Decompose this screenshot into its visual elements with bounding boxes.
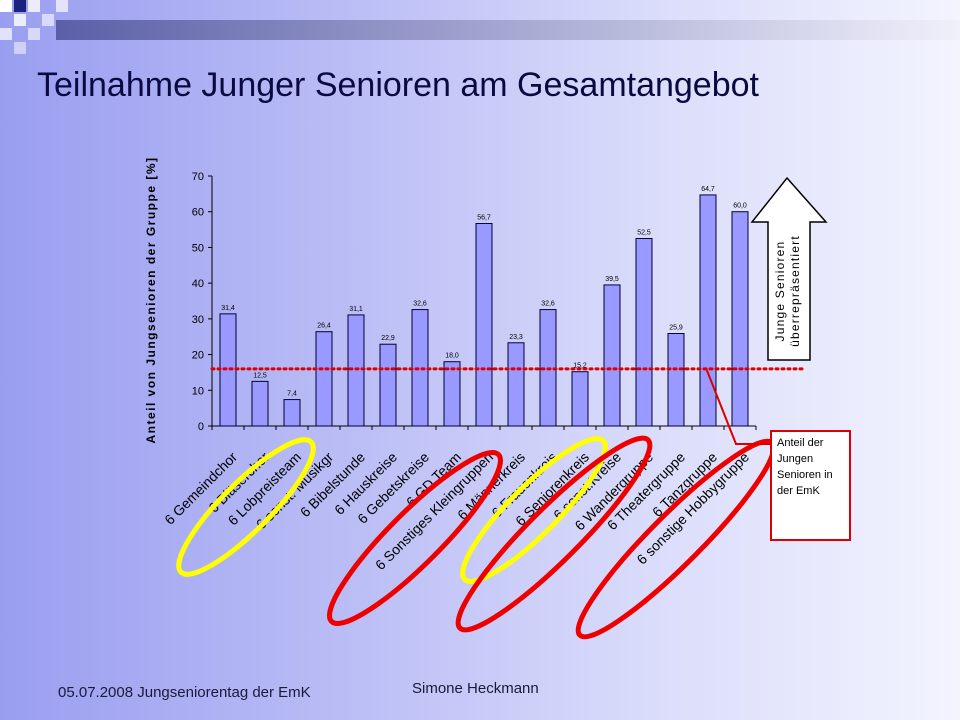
reference-legend-box: Anteil der Jungen Senioren in der EmK bbox=[705, 367, 851, 541]
bar-value-label: 12,5 bbox=[253, 372, 267, 379]
y-axis-label: Anteil von Jungsenioren der Gruppe [%] bbox=[144, 156, 158, 443]
bar bbox=[443, 361, 461, 427]
legend-text-line: Senioren in bbox=[777, 469, 833, 481]
bar bbox=[667, 333, 685, 427]
y-tick-label: 60 bbox=[192, 207, 204, 219]
legend-text-line: Jungen bbox=[777, 453, 813, 465]
bar bbox=[219, 313, 237, 427]
bar-value-label: 39,5 bbox=[605, 276, 619, 283]
bar bbox=[347, 314, 365, 427]
slide-title: Teilnahme Junger Senioren am Gesamtangeb… bbox=[37, 66, 759, 104]
bar-value-label: 31,1 bbox=[349, 306, 363, 313]
overrepresented-arrow: Junge Senioren überrepräsentiert bbox=[750, 176, 828, 361]
bar-value-label: 7,4 bbox=[287, 391, 297, 398]
bar bbox=[699, 194, 717, 427]
chart-bars bbox=[219, 194, 749, 427]
bar-value-label: 25,9 bbox=[669, 325, 683, 332]
reference-legend-text: Anteil der Jungen Senioren in der EmK bbox=[777, 437, 833, 497]
bar-value-label: 26,4 bbox=[317, 323, 331, 330]
bar bbox=[731, 211, 749, 427]
bar-value-label: 60,0 bbox=[733, 203, 747, 210]
y-tick-label: 0 bbox=[198, 421, 204, 433]
bar-value-label: 18,0 bbox=[445, 353, 459, 360]
bar bbox=[411, 309, 429, 427]
footer-date-event: 05.07.2008 Jungseniorentag der EmK bbox=[58, 684, 311, 701]
bar bbox=[603, 284, 621, 427]
bar bbox=[475, 223, 493, 427]
bar bbox=[507, 342, 525, 427]
up-arrow-icon bbox=[750, 176, 828, 361]
highlight-ellipses bbox=[176, 435, 777, 640]
legend-text-line: Anteil der bbox=[777, 437, 824, 449]
legend-connector bbox=[705, 367, 772, 445]
yellow-highlight-ellipse-frauenkreis bbox=[460, 436, 608, 584]
y-tick-label: 20 bbox=[192, 350, 204, 362]
bar bbox=[379, 343, 397, 427]
bar bbox=[315, 331, 333, 427]
chart-value-labels: 31,4 12,5 7,4 26,4 31,1 22,9 32,6 18,0 56,7 23,3 3… bbox=[221, 186, 747, 398]
bar-value-label: 56,7 bbox=[477, 215, 491, 222]
y-tick-label: 10 bbox=[192, 385, 204, 397]
bar-value-label: 52,5 bbox=[637, 230, 651, 237]
decorative-squares bbox=[0, 0, 960, 54]
bar bbox=[283, 399, 301, 427]
arrow-label-line2: überrepräsentiert bbox=[788, 235, 802, 347]
bar bbox=[571, 371, 589, 427]
arrow-label-line1: Junge Senioren bbox=[773, 241, 787, 342]
bar-value-label: 23,3 bbox=[509, 334, 523, 341]
y-tick-label: 50 bbox=[192, 242, 204, 254]
bar-value-label: 32,6 bbox=[413, 301, 427, 308]
y-tick-label: 40 bbox=[192, 278, 204, 290]
red-highlight-ellipse-wandergruppe bbox=[455, 435, 653, 633]
bar-value-label: 31,4 bbox=[221, 305, 235, 312]
bar-value-label: 15,2 bbox=[573, 363, 587, 370]
bar-value-label: 22,9 bbox=[381, 335, 395, 342]
bar-value-label: 64,7 bbox=[701, 186, 715, 193]
bar-value-label: 32,6 bbox=[541, 301, 555, 308]
bar bbox=[635, 238, 653, 427]
y-tick-label: 30 bbox=[192, 314, 204, 326]
y-tick-label: 70 bbox=[192, 171, 204, 183]
footer-author: Simone Heckmann bbox=[412, 680, 539, 697]
bar bbox=[251, 380, 269, 427]
legend-text-line: der EmK bbox=[777, 485, 820, 497]
red-highlight-ellipse-kleingruppen bbox=[327, 450, 503, 626]
yellow-highlight-ellipse-lobpreis bbox=[176, 437, 316, 577]
